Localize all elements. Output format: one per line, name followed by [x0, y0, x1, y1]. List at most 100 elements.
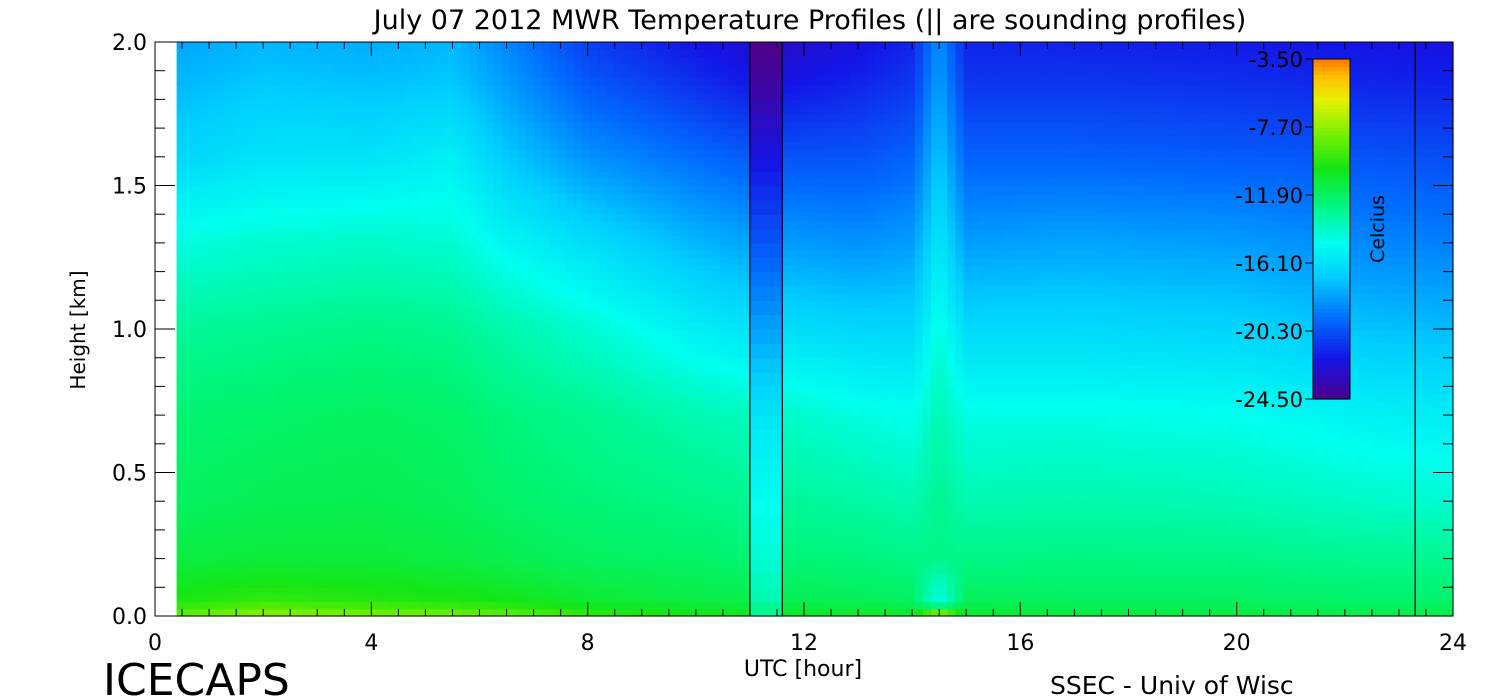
heatmap-cell	[517, 228, 527, 237]
heatmap-cell	[484, 537, 494, 545]
heatmap-cell	[298, 77, 308, 86]
heatmap-cell	[330, 537, 340, 545]
heatmap-cell	[622, 171, 632, 179]
heatmap-cell	[184, 307, 194, 316]
heatmap-cell	[517, 56, 527, 65]
heatmap-cell	[233, 594, 243, 603]
heatmap-cell	[525, 120, 535, 129]
heatmap-cell	[347, 515, 356, 524]
heatmap-cell	[484, 501, 494, 509]
heatmap-cell	[622, 415, 632, 423]
heatmap-cell	[630, 508, 640, 517]
heatmap-cell	[614, 436, 624, 445]
heatmap-cell	[476, 300, 486, 309]
heatmap-cell	[501, 171, 510, 179]
heatmap-cell	[355, 501, 364, 509]
heatmap-cell	[557, 250, 567, 258]
heatmap-cell	[330, 271, 340, 280]
heatmap-cell	[249, 307, 259, 316]
heatmap-cell	[347, 235, 356, 244]
heatmap-cell	[557, 314, 567, 323]
heatmap-cell	[639, 307, 648, 316]
heatmap-cell	[574, 171, 583, 179]
heatmap-cell	[663, 307, 673, 316]
heatmap-cell	[671, 522, 681, 531]
heatmap-cell	[484, 580, 494, 588]
heatmap-cell	[265, 214, 275, 222]
heatmap-cell	[371, 364, 381, 373]
heatmap-cell	[444, 400, 454, 409]
heatmap-cell	[363, 242, 372, 251]
heatmap-cell	[606, 501, 616, 509]
heatmap-cell	[200, 415, 210, 423]
heatmap-cell	[176, 113, 186, 122]
heatmap-cell	[355, 178, 364, 187]
heatmap-cell	[566, 508, 575, 517]
heatmap-cell	[647, 278, 656, 287]
heatmap-cell	[541, 278, 551, 287]
heatmap-cell	[249, 415, 259, 423]
heatmap-cell	[663, 436, 673, 445]
heatmap-cell	[403, 207, 413, 215]
heatmap-cell	[679, 608, 689, 617]
heatmap-cell	[582, 49, 591, 57]
heatmap-cell	[541, 214, 551, 222]
heatmap-cell	[192, 565, 202, 574]
heatmap-cell	[200, 422, 210, 431]
heatmap-cell	[452, 56, 462, 65]
heatmap-cell	[184, 314, 194, 323]
heatmap-cell	[371, 242, 381, 251]
heatmap-cell	[314, 192, 324, 201]
heatmap-cell	[484, 257, 494, 266]
heatmap-cell	[411, 70, 421, 79]
heatmap-cell	[622, 128, 632, 136]
heatmap-cell	[509, 49, 518, 57]
heatmap-cell	[257, 450, 267, 459]
heatmap-cell	[671, 85, 681, 93]
heatmap-cell	[200, 407, 210, 416]
heatmap-cell	[200, 85, 210, 93]
heatmap-cell	[192, 106, 202, 115]
heatmap-cell	[176, 594, 186, 603]
heatmap-cell	[363, 436, 372, 445]
heatmap-cell	[509, 357, 518, 366]
heatmap-cell	[290, 63, 299, 72]
heatmap-cell	[509, 343, 518, 352]
heatmap-cell	[533, 214, 543, 222]
heatmap-cell	[387, 357, 397, 366]
heatmap-cell	[517, 178, 527, 187]
heatmap-cell	[428, 49, 437, 57]
heatmap-cell	[460, 587, 470, 596]
heatmap-cell	[265, 300, 275, 309]
heatmap-cell	[411, 42, 421, 50]
heatmap-cell	[606, 572, 616, 581]
heatmap-cell	[265, 242, 275, 251]
heatmap-cell	[655, 407, 664, 416]
heatmap-cell	[225, 565, 235, 574]
heatmap-cell	[639, 113, 648, 122]
heatmap-cell	[233, 278, 243, 287]
heatmap-cell	[322, 515, 332, 524]
heatmap-cell	[493, 551, 502, 560]
heatmap-cell	[541, 364, 551, 373]
heatmap-cell	[493, 364, 502, 373]
heatmap-cell	[468, 250, 478, 258]
heatmap-cell	[217, 386, 226, 395]
heatmap-cell	[387, 207, 397, 215]
heatmap-cell	[257, 386, 267, 395]
heatmap-cell	[679, 537, 689, 545]
heatmap-cell	[338, 551, 348, 560]
heatmap-cell	[225, 522, 235, 531]
heatmap-cell	[273, 372, 283, 380]
heatmap-cell	[241, 293, 251, 301]
heatmap-cell	[371, 192, 381, 201]
heatmap-cell	[403, 171, 413, 179]
heatmap-cell	[468, 314, 478, 323]
heatmap-cell	[428, 128, 437, 136]
heatmap-cell	[338, 264, 348, 273]
heatmap-cell	[671, 99, 681, 108]
heatmap-cell	[273, 285, 283, 294]
heatmap-cell	[655, 235, 664, 244]
heatmap-cell	[630, 199, 640, 208]
heatmap-cell	[282, 501, 291, 509]
